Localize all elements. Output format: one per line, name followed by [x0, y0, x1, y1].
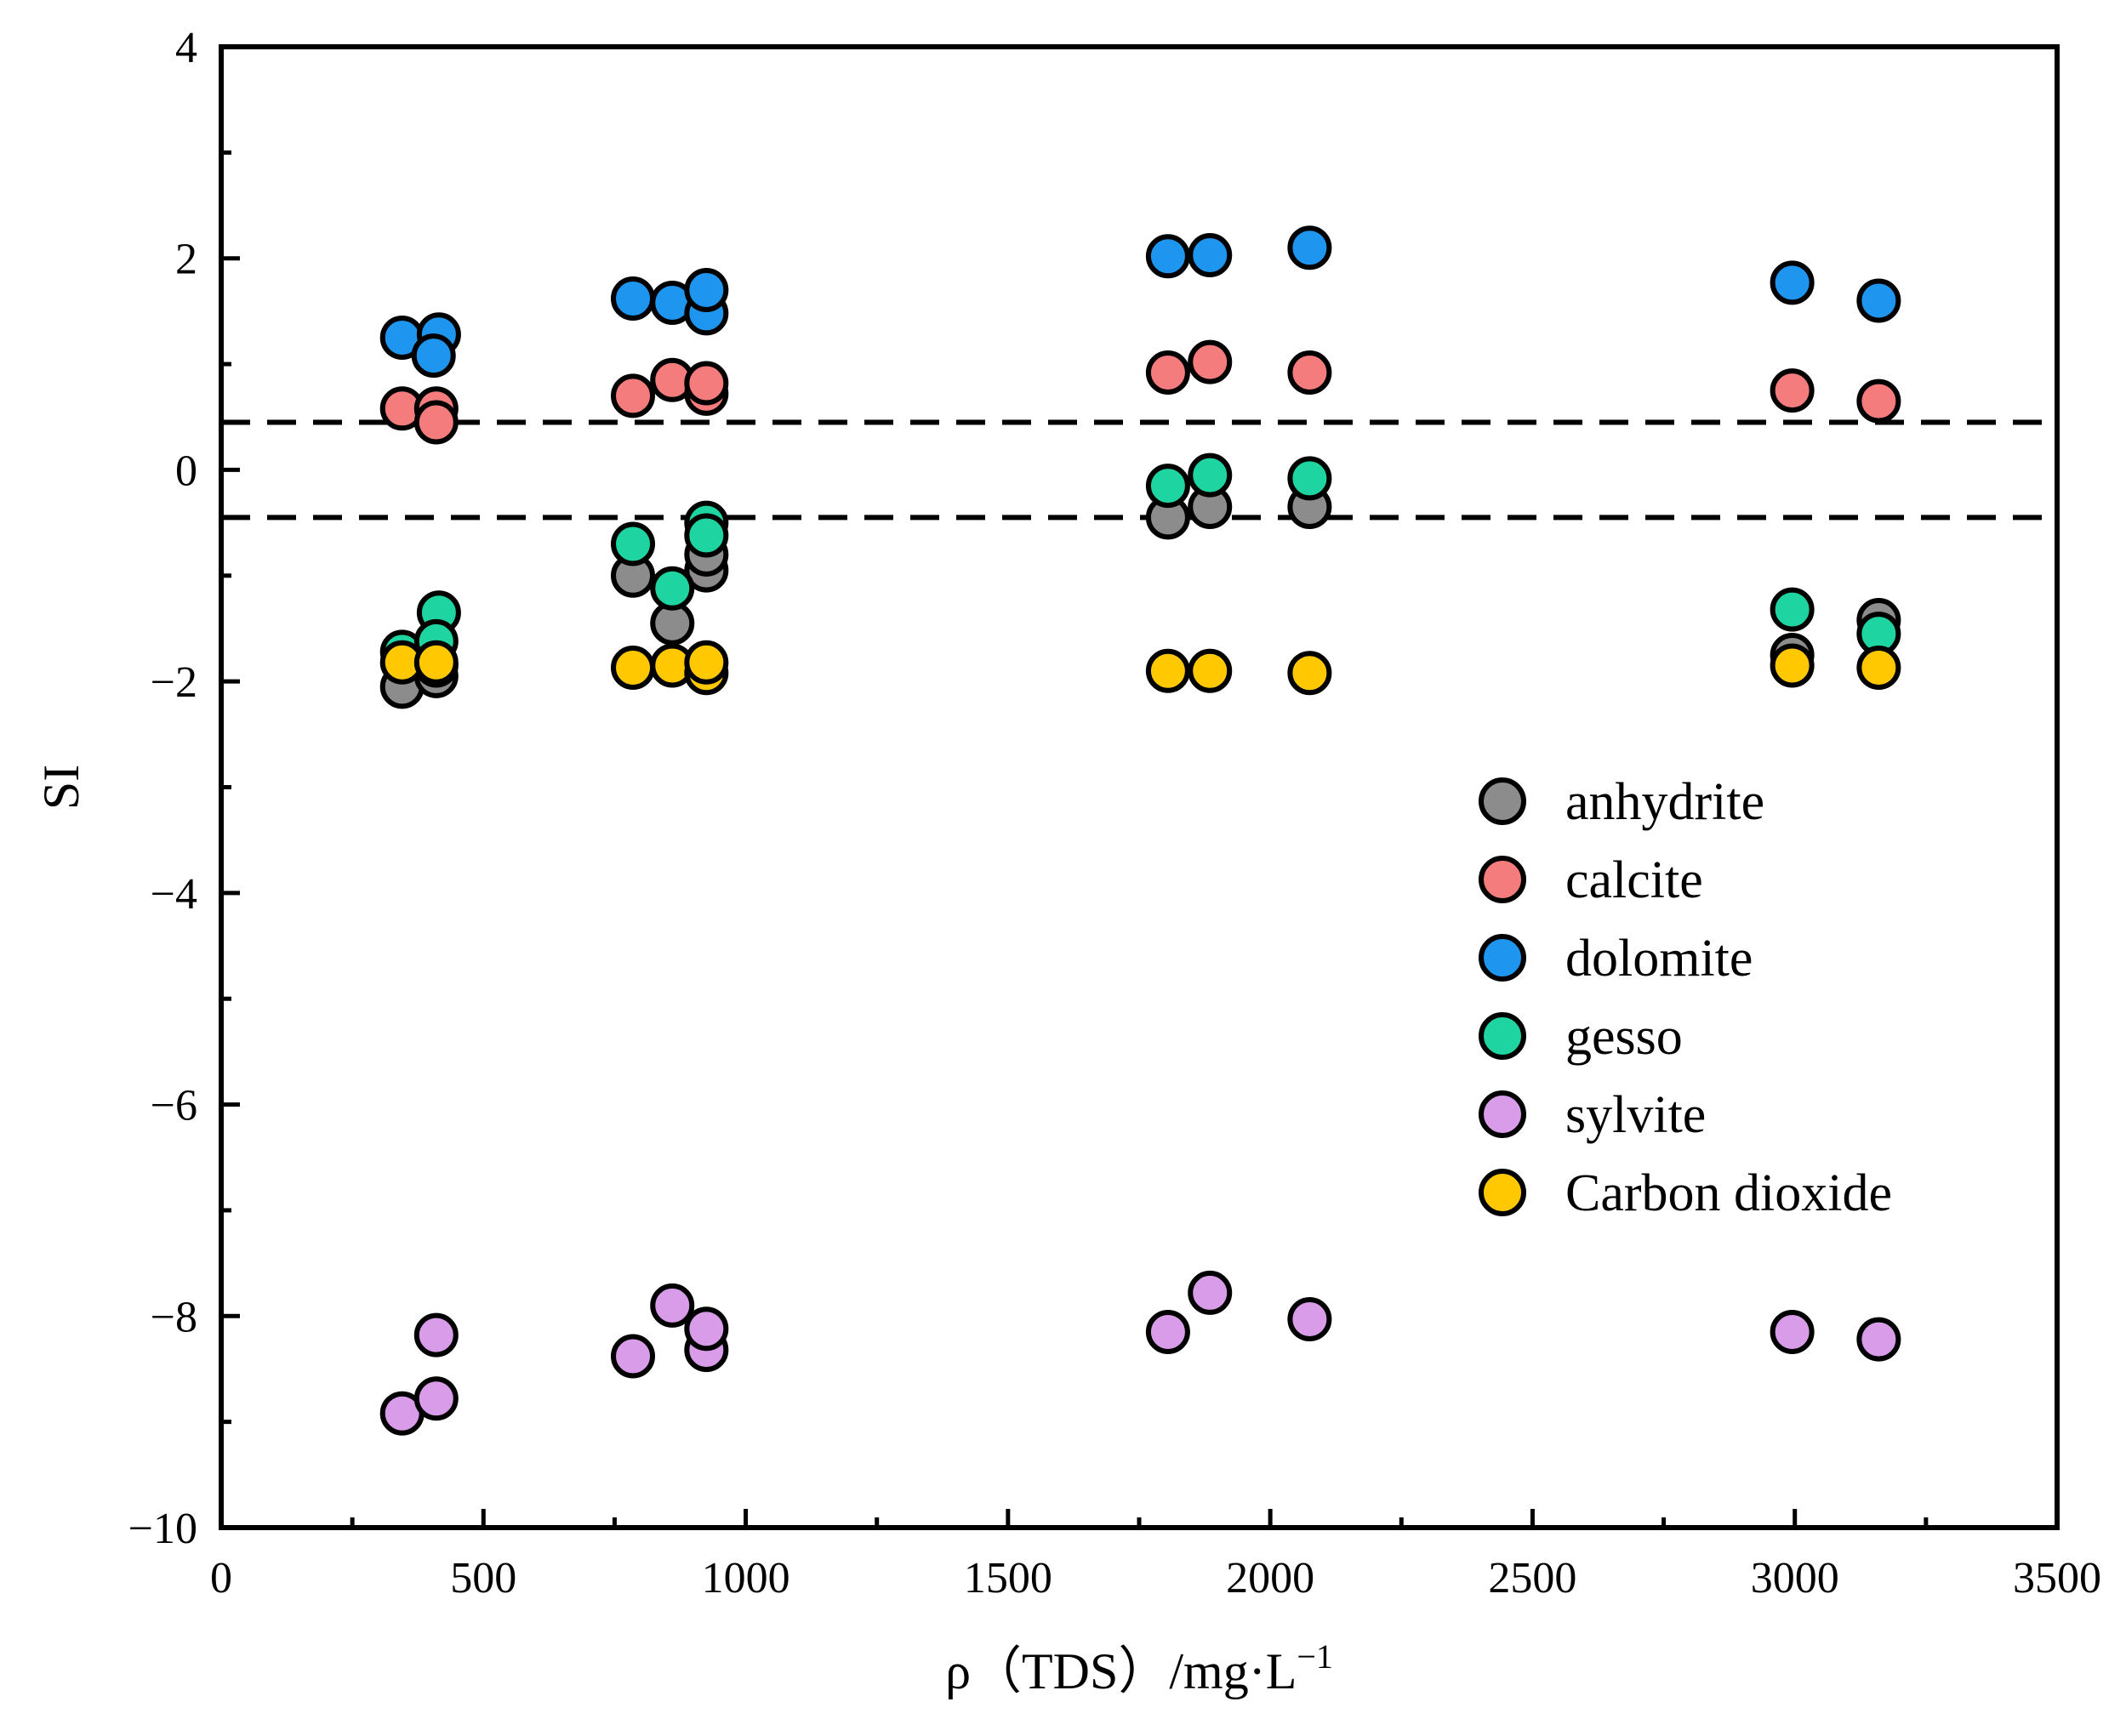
point-gesso: [611, 521, 656, 566]
point-carbon-dioxide: [1188, 648, 1233, 693]
legend-marker-calcite: [1479, 856, 1526, 903]
x-tick-label: 500: [450, 1554, 516, 1602]
point-gesso: [650, 566, 695, 611]
x-tick-label: 3000: [1751, 1554, 1839, 1602]
x-tick-label: 1500: [964, 1554, 1052, 1602]
point-carbon-dioxide: [1770, 643, 1815, 688]
point-calcite: [1856, 379, 1901, 424]
point-calcite: [1287, 350, 1332, 396]
point-carbon-dioxide: [413, 640, 459, 685]
y-tick-label: −10: [128, 1505, 197, 1553]
point-sylvite: [611, 1334, 656, 1379]
point-calcite: [413, 400, 459, 445]
point-carbon-dioxide: [684, 640, 729, 685]
point-gesso: [1188, 452, 1233, 498]
point-dolomite: [1188, 232, 1233, 277]
legend-label-gesso: gesso: [1565, 1008, 1683, 1066]
legend-marker-sylvite: [1479, 1090, 1526, 1138]
y-tick-label: 0: [175, 447, 197, 495]
legend-marker-anhydrite: [1479, 777, 1526, 825]
legend-label-sylvite: sylvite: [1565, 1086, 1706, 1144]
legend-marker-gesso: [1479, 1012, 1526, 1060]
point-sylvite: [684, 1306, 729, 1352]
point-sylvite: [1188, 1270, 1233, 1315]
y-tick-label: −6: [151, 1082, 197, 1130]
point-carbon-dioxide: [611, 645, 656, 690]
legend-label-anhydrite: anhydrite: [1565, 773, 1764, 831]
y-tick-labels: −10 −8 −6 −4 −2 0 2 4: [128, 24, 197, 1553]
legend-marker-dolomite: [1479, 934, 1526, 982]
legend-label-carbon-dioxide: Carbon dioxide: [1565, 1164, 1892, 1222]
x-axis-title-superscript: −1: [1297, 1637, 1333, 1676]
x-tick-label: 2500: [1488, 1554, 1576, 1602]
point-carbon-dioxide: [1287, 651, 1332, 696]
legend-marker-carbon-dioxide: [1479, 1169, 1526, 1216]
x-tick-labels: 0 500 1000 1500 2000 2500 3000 3500: [210, 1554, 2101, 1602]
point-gesso: [1145, 464, 1190, 509]
point-dolomite: [1856, 278, 1901, 323]
point-calcite: [684, 361, 729, 406]
plot-frame: [219, 44, 2060, 1530]
y-tick-label: −4: [151, 870, 197, 919]
x-tick-label: 1000: [702, 1554, 790, 1602]
x-axis-title-main: ρ（TDS）/mg·L: [945, 1643, 1297, 1699]
reference-lines: [221, 419, 2057, 521]
y-tick-label: 4: [175, 24, 197, 72]
point-sylvite: [1287, 1297, 1332, 1342]
point-dolomite: [684, 268, 729, 313]
x-tick-label: 2000: [1226, 1554, 1314, 1602]
point-sylvite: [1856, 1317, 1901, 1362]
data-points: [379, 225, 1901, 1436]
point-dolomite: [1770, 260, 1815, 305]
point-dolomite: [411, 333, 456, 379]
point-sylvite: [413, 1312, 459, 1357]
point-gesso: [684, 513, 729, 558]
legend-label-dolomite: dolomite: [1565, 930, 1753, 988]
point-carbon-dioxide: [1145, 648, 1190, 693]
point-sylvite: [1145, 1309, 1190, 1354]
y-axis-title: SI: [33, 765, 89, 810]
y-tick-label: 2: [175, 236, 197, 284]
minor-ticks: [221, 150, 1929, 1528]
point-sylvite: [1770, 1309, 1815, 1354]
x-tick-label: 0: [210, 1554, 232, 1602]
point-carbon-dioxide: [1856, 645, 1901, 690]
point-dolomite: [611, 276, 656, 321]
legend: anhydrite calcite dolomite gesso sylvite Carb…: [1479, 773, 1892, 1222]
x-tick-label: 3500: [2013, 1554, 2101, 1602]
legend-label-calcite: calcite: [1565, 851, 1703, 909]
point-sylvite: [413, 1376, 459, 1421]
point-dolomite: [1145, 234, 1190, 279]
point-sylvite: [650, 1283, 695, 1328]
point-calcite: [1770, 368, 1815, 413]
y-tick-label: −8: [151, 1293, 197, 1341]
point-calcite: [1188, 339, 1233, 384]
point-gesso: [1287, 456, 1332, 501]
x-axis-title: ρ（TDS）/mg·L−1: [945, 1637, 1333, 1699]
point-calcite: [611, 373, 656, 418]
point-calcite: [1145, 350, 1190, 396]
point-gesso: [1770, 587, 1815, 632]
point-dolomite: [1287, 225, 1332, 270]
y-tick-label: −2: [151, 658, 197, 707]
